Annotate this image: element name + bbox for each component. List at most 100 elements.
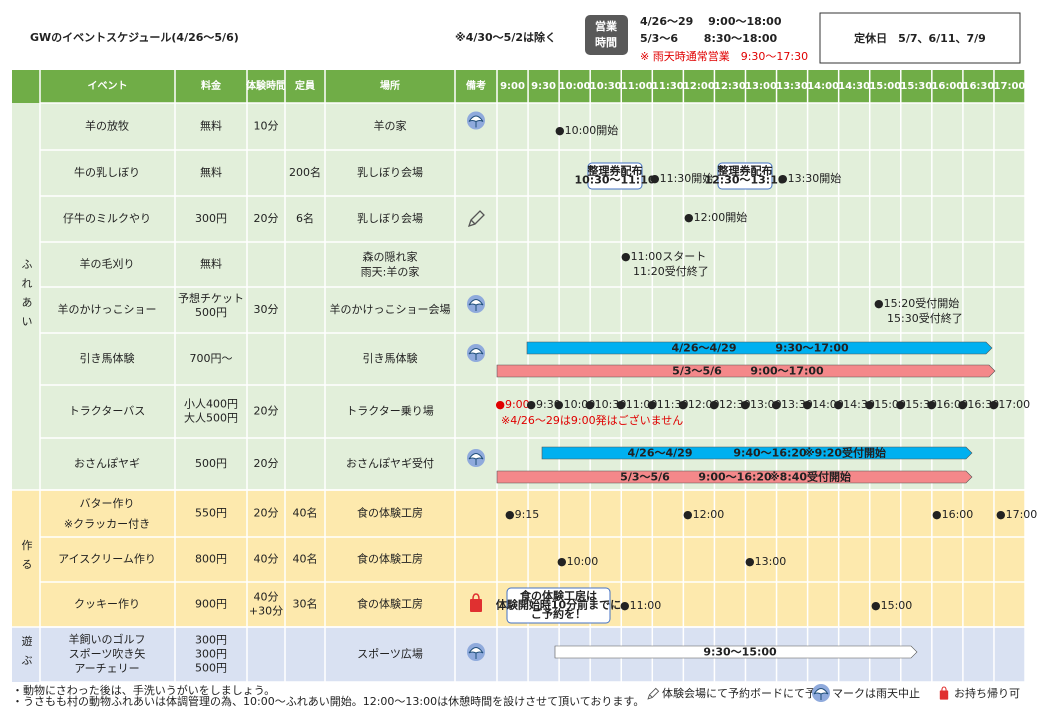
row-bg xyxy=(12,490,1025,537)
bar-label: 5/3〜5/6 xyxy=(620,471,670,484)
hours: 4/26〜29 9:00〜18:00 xyxy=(640,15,782,28)
event: 引き馬体験 xyxy=(80,351,135,365)
time-label: ●16:00 xyxy=(932,508,973,521)
bar-label: 5/3〜5/6 xyxy=(672,365,722,378)
bus-time: ●10:30 xyxy=(585,398,626,411)
time-header: 14:00 xyxy=(807,81,839,92)
event: 仔牛のミルクやり xyxy=(63,211,151,225)
time-label: 15:30受付終了 xyxy=(887,311,963,325)
takeout-icon xyxy=(470,593,482,612)
capacity: 30名 xyxy=(293,597,318,611)
footer-note: ・うさもも村の動物ふれあいは体調管理の為、10:00〜ふれあい開始。12:00〜… xyxy=(12,694,644,708)
note-box xyxy=(587,162,643,190)
icon-handle xyxy=(941,686,947,691)
row-bg xyxy=(12,385,1025,438)
row-bg xyxy=(12,537,1025,582)
event: クッキー作り xyxy=(74,598,140,611)
place: 森の隠れ家 xyxy=(363,250,418,264)
time-bar xyxy=(541,446,973,460)
bus-time: ●16:00 xyxy=(927,398,968,411)
time-header: 9:30 xyxy=(531,81,556,92)
event: スポーツ吹き矢 xyxy=(69,647,146,661)
time-label: 11:20受付終了 xyxy=(633,264,709,278)
rain-cancel-icon xyxy=(812,684,830,702)
note-text: ご予約を！ xyxy=(531,607,586,621)
bus-time: ●14:00 xyxy=(802,398,843,411)
note-text: 10:30〜11:10 xyxy=(574,174,655,187)
time-header: 16:30 xyxy=(963,81,995,92)
bus-time: ●12:30 xyxy=(709,398,750,411)
event: 羊の毛刈り xyxy=(80,257,135,271)
icon-shape xyxy=(468,115,484,128)
capacity: 40名 xyxy=(293,506,318,520)
time-label: ●11:00 xyxy=(620,599,661,612)
event: 羊のかけっこショー xyxy=(58,302,157,316)
time-bar xyxy=(554,645,918,659)
place: 羊の家 xyxy=(374,119,407,133)
title: GWのイベントスケジュール(4/26〜5/6) xyxy=(30,31,239,44)
place: スポーツ広場 xyxy=(357,648,423,661)
hours-label: 時間 xyxy=(595,35,617,49)
time-label: ●13:30開始 xyxy=(778,171,841,185)
column-header: 場所 xyxy=(380,79,400,92)
bus-time: ●12:00 xyxy=(678,398,719,411)
capacity: 200名 xyxy=(289,165,321,179)
event: アーチェリー xyxy=(74,662,139,675)
duration: 30分 xyxy=(254,303,279,316)
icon-shape xyxy=(468,299,484,311)
bus-note: ※4/26〜29は9:00発はございません xyxy=(501,413,683,427)
bar-label: 9:40〜16:20 xyxy=(733,447,807,460)
row-bg xyxy=(12,103,1025,150)
note-text: 体験開始時10分前までに xyxy=(496,598,621,612)
time-header: 16:00 xyxy=(931,81,963,92)
fee: 800円 xyxy=(195,553,227,566)
time-label: ●9:15 xyxy=(505,508,539,521)
time-label: ●17:00 xyxy=(996,508,1037,521)
duration: +30分 xyxy=(249,605,283,618)
place: 乳しぼり会場 xyxy=(357,166,423,179)
time-label: ●15:00 xyxy=(871,599,912,612)
duration: 10分 xyxy=(254,120,279,133)
group-label: ふれあい xyxy=(20,258,33,334)
note-text: 整理券配布 xyxy=(717,164,773,178)
place: 羊のかけっこショー会場 xyxy=(330,302,451,316)
column-header: 料金 xyxy=(201,79,222,92)
bar-label: 9:30〜15:00 xyxy=(703,646,777,659)
time-header: 17:00 xyxy=(994,81,1026,92)
bus-time: ●11:00 xyxy=(616,398,657,411)
bus-time: ●10:00 xyxy=(554,398,595,411)
time-header: 12:00 xyxy=(683,81,715,92)
bus-time: ●13:00 xyxy=(740,398,781,411)
place: 食の体験工房 xyxy=(357,597,423,611)
icon-shape xyxy=(813,688,829,700)
place: 乳しぼり会場 xyxy=(357,212,423,225)
bar-label: ※9:20受付開始 xyxy=(804,446,886,460)
fee: 無料 xyxy=(200,119,222,133)
takeout-icon xyxy=(939,686,949,700)
event: アイスクリーム作り xyxy=(58,553,156,566)
time-header: 9:00 xyxy=(500,81,525,92)
fee: 小人400円 xyxy=(184,398,238,411)
hours-badge xyxy=(585,15,628,55)
fee: 無料 xyxy=(200,165,222,179)
bus-time: ●15:30 xyxy=(896,398,937,411)
bar-label: 9:30〜17:00 xyxy=(775,342,849,355)
duration: 20分 xyxy=(254,457,279,470)
bus-time: ●17:00 xyxy=(989,398,1030,411)
bar-label: 4/26〜4/29 xyxy=(628,447,693,460)
event-note: ※クラッカー付き xyxy=(64,518,150,531)
icon-shape xyxy=(468,348,484,360)
time-header: 14:30 xyxy=(838,81,870,92)
reserve-icon xyxy=(647,687,660,700)
footer-note: ・動物にさわった後は、手洗いうがいをしましょう。 xyxy=(12,683,275,697)
time-header: 11:00 xyxy=(621,81,653,92)
column-header: 備考 xyxy=(466,79,486,92)
fee: 300円 xyxy=(195,212,227,225)
bar-label: 9:00〜17:00 xyxy=(750,365,824,378)
icon-shape xyxy=(468,453,484,465)
fee: 大人500円 xyxy=(184,411,238,425)
header-row xyxy=(12,70,1025,103)
note-text: 食の体験工房は xyxy=(520,589,597,603)
time-bar xyxy=(526,341,993,355)
